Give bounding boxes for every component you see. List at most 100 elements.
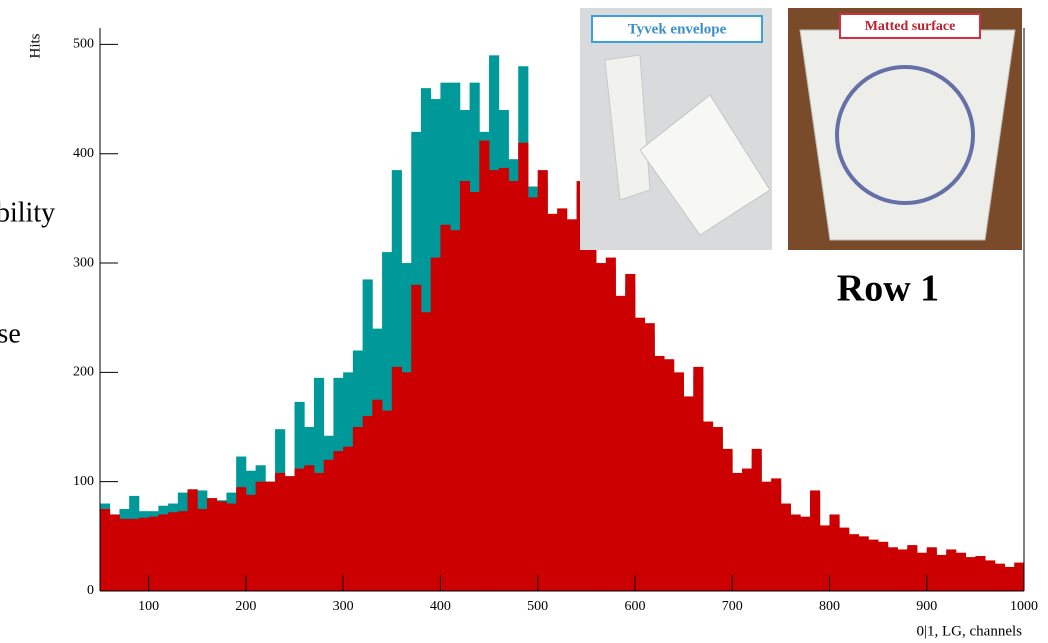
histogram-bar: [226, 504, 236, 591]
y-axis-label: Hits: [27, 33, 43, 58]
histogram-bar: [275, 473, 285, 591]
histogram-bar: [1005, 567, 1015, 591]
histogram-bar: [625, 274, 635, 591]
histogram-bar: [509, 181, 519, 591]
histogram-bar: [907, 545, 917, 591]
histogram-bar: [217, 501, 227, 591]
histogram-bar: [791, 514, 801, 591]
histogram-bar: [713, 427, 723, 591]
histogram-bar: [596, 263, 606, 591]
histogram-bar: [499, 168, 509, 591]
histogram-bar: [985, 560, 995, 591]
histogram-bar: [693, 367, 703, 591]
histogram-bar: [207, 498, 217, 591]
photo-tyvek: Tyvek envelope: [580, 8, 772, 250]
histogram-bar: [966, 557, 976, 591]
histogram-bar: [771, 478, 781, 591]
histogram-bar: [304, 465, 314, 591]
x-tick-label: 700: [722, 599, 743, 614]
y-tick-label: 500: [73, 37, 94, 52]
histogram-bar: [722, 449, 732, 591]
histogram-bar: [839, 528, 849, 591]
histogram-bar: [139, 518, 149, 591]
histogram-bar: [528, 197, 538, 591]
histogram-bar: [829, 514, 839, 591]
histogram-bar: [324, 460, 334, 591]
histogram-bar: [295, 469, 305, 591]
histogram-bar: [703, 422, 713, 591]
histogram-bar: [888, 547, 898, 591]
y-tick-label: 0: [87, 583, 94, 598]
histogram-bar: [100, 509, 110, 591]
histogram-bar: [372, 400, 382, 591]
y-tick-label: 200: [73, 365, 94, 380]
histogram-bar: [547, 214, 557, 591]
histogram-bar: [567, 219, 577, 591]
histogram-bar: [256, 482, 266, 591]
histogram-bar: [898, 549, 908, 591]
histogram-bar: [402, 372, 412, 591]
histogram-bar: [752, 449, 762, 591]
histogram-bar: [197, 509, 207, 591]
row-label: Row 1: [837, 268, 939, 310]
histogram-bar: [645, 323, 655, 591]
histogram-bar: [246, 495, 256, 591]
y-tick-label: 100: [73, 474, 94, 489]
histogram-bar: [810, 490, 820, 591]
histogram-bar: [149, 517, 159, 591]
histogram-bar: [440, 225, 450, 591]
histogram-bar: [1014, 563, 1024, 591]
histogram-bar: [800, 517, 810, 591]
histogram-bar: [158, 514, 168, 591]
x-tick-label: 400: [430, 599, 451, 614]
histogram-bar: [859, 536, 869, 591]
histogram-bar: [606, 258, 616, 591]
histogram-bar: [470, 192, 480, 591]
histogram-bar: [333, 451, 343, 591]
x-tick-label: 600: [624, 599, 645, 614]
histogram-bar: [761, 482, 771, 591]
histogram-bar: [956, 553, 966, 591]
histogram-bar: [119, 519, 129, 591]
histogram-bar: [917, 553, 927, 591]
photo-label: Tyvek envelope: [628, 21, 727, 37]
histogram-bar: [489, 170, 499, 591]
histogram-bar: [927, 547, 937, 591]
side-text: ase: [0, 318, 21, 349]
histogram-bar: [479, 141, 489, 591]
histogram-bar: [168, 512, 178, 591]
histogram-bar: [975, 556, 985, 591]
x-tick-label: 100: [138, 599, 159, 614]
y-tick-label: 300: [73, 255, 94, 270]
x-tick-label: 900: [916, 599, 937, 614]
histogram-bar: [411, 285, 421, 591]
histogram-bar: [586, 241, 596, 591]
histogram-bar: [236, 487, 246, 591]
histogram-bar: [538, 170, 548, 591]
histogram-bar: [421, 312, 431, 591]
histogram-bar: [684, 396, 694, 591]
x-tick-label: 800: [819, 599, 840, 614]
histogram-bar: [265, 482, 275, 591]
histogram-bar: [674, 372, 684, 591]
histogram-bar: [557, 208, 567, 591]
x-tick-label: 300: [333, 599, 354, 614]
histogram-bar: [936, 555, 946, 591]
x-tick-label: 200: [235, 599, 256, 614]
histogram-bar: [460, 181, 470, 591]
histogram-bar: [129, 519, 139, 591]
histogram-bar: [654, 356, 664, 591]
histogram-bar: [946, 549, 956, 591]
histogram-bar: [518, 143, 528, 591]
histogram-bar: [110, 514, 120, 591]
histogram-bar: [995, 564, 1005, 591]
side-text: bility: [0, 197, 55, 228]
histogram-bar: [353, 427, 363, 591]
histogram-bar: [343, 447, 353, 591]
y-tick-label: 400: [73, 146, 94, 161]
x-tick-label: 500: [527, 599, 548, 614]
histogram-bar: [392, 367, 402, 591]
x-tick-label: 1000: [1010, 599, 1038, 614]
histogram-bar: [742, 469, 752, 591]
histogram-bar: [314, 473, 324, 591]
